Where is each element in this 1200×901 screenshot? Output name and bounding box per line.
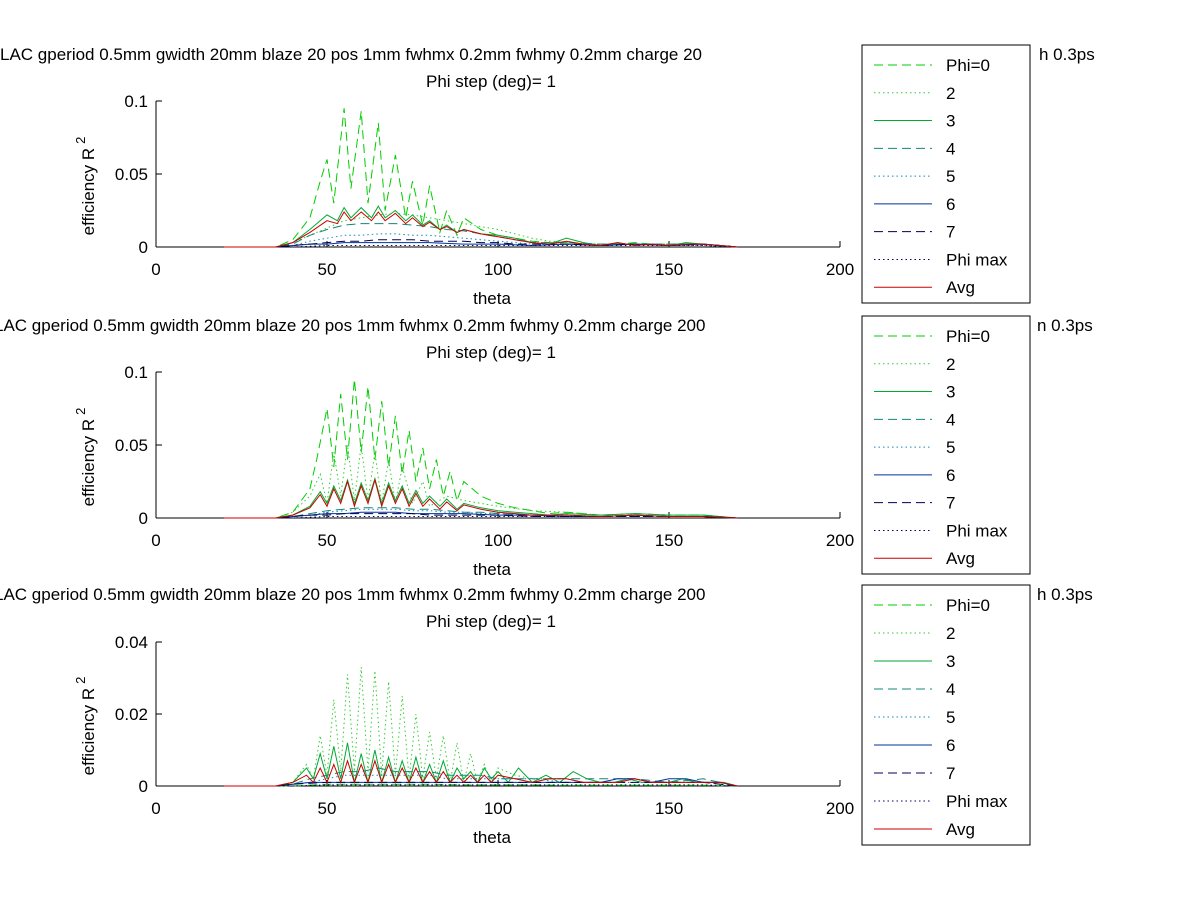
legend-entry-label: 2 [946,355,955,374]
chart-subtitle: Phi step (deg)= 1 [426,72,556,91]
legend-entry-label: 4 [946,680,955,699]
x-tick-label: 50 [318,260,337,279]
chart-title: LAC gperiod 0.5mm gwidth 20mm blaze 20 p… [0,45,702,64]
legend-entry-label: Phi max [946,521,1008,540]
y-axis-label: efficiency R2 [73,408,98,507]
legend-entry-label: Phi max [946,792,1008,811]
y-axis-label-superscript: 2 [73,408,88,415]
legend-entry-label: 3 [946,112,955,131]
legend-entry-label: Avg [946,820,975,839]
legend-entry-label: 3 [946,652,955,671]
y-tick-label: 0.05 [115,436,148,455]
x-tick-label: 50 [318,531,337,550]
legend-entry-label: 5 [946,708,955,727]
series-line-phi-max [224,784,738,787]
legend-entry-label: 7 [946,494,955,513]
x-tick-label: 200 [826,531,854,550]
x-tick-label: 200 [826,799,854,818]
chart-title: LAC gperiod 0.5mm gwidth 20mm blaze 20 p… [0,316,705,335]
y-axis-label: efficiency R2 [73,677,98,776]
y-axis-label-superscript: 2 [73,137,88,144]
y-axis-label-superscript: 2 [73,677,88,684]
y-tick-label: 0.1 [124,92,148,111]
x-axis-label: theta [473,828,511,847]
series-line-phi-max [224,516,738,519]
chart-title: LAC gperiod 0.5mm gwidth 20mm blaze 20 p… [0,585,705,604]
x-tick-label: 0 [151,260,160,279]
subplot-3: LAC gperiod 0.5mm gwidth 20mm blaze 20 p… [0,584,1093,847]
y-tick-label: 0 [139,238,148,257]
legend-entry-label: Phi=0 [946,327,990,346]
series-line-3 [224,205,738,248]
series-line-avg [224,759,738,787]
x-axis-label: theta [473,289,511,308]
legend-entry-label: 5 [946,438,955,457]
legend-entry-label: 2 [946,624,955,643]
x-tick-label: 150 [655,531,683,550]
x-tick-label: 100 [484,531,512,550]
legend-entry-label: Phi=0 [946,596,990,615]
x-axis-label: theta [473,560,511,579]
series-line-phi-max [224,245,738,248]
y-tick-label: 0 [139,509,148,528]
chart-title-tail: n 0.3ps [1037,316,1093,335]
y-tick-label: 0.1 [124,363,148,382]
x-tick-label: 100 [484,799,512,818]
series-line-4 [224,223,738,248]
legend-entry-label: 5 [946,167,955,186]
legend-entry-label: 6 [946,466,955,485]
y-tick-label: 0.04 [115,633,148,652]
x-tick-label: 0 [151,531,160,550]
legend-entry-label: 4 [946,139,955,158]
x-tick-label: 150 [655,260,683,279]
legend-entry-label: 7 [946,223,955,242]
legend-entry-label: 4 [946,410,955,429]
series-line-2 [224,444,738,519]
legend: Phi=0 2 3 4 5 6 7 Phi max Avg [861,315,1031,575]
y-tick-label: 0.02 [115,705,148,724]
legend-entry-label: 3 [946,383,955,402]
legend-entry-label: Phi max [946,250,1008,269]
legend-entry-label: 7 [946,764,955,783]
series-line-avg [224,211,738,248]
chart-title-tail: h 0.3ps [1037,585,1093,604]
x-tick-label: 200 [826,260,854,279]
legend-box [861,584,1031,846]
legend: Phi=0 2 3 4 5 6 7 Phi max Avg [861,44,1031,304]
y-tick-label: 0.05 [115,165,148,184]
chart-subtitle: Phi step (deg)= 1 [426,343,556,362]
subplot-1: LAC gperiod 0.5mm gwidth 20mm blaze 20 p… [0,44,1095,308]
legend-entry-label: 6 [946,736,955,755]
x-tick-label: 0 [151,799,160,818]
series-line-phi-0 [224,379,738,519]
chart-subtitle: Phi step (deg)= 1 [426,612,556,631]
legend-entry-label: Phi=0 [946,56,990,75]
x-tick-label: 100 [484,260,512,279]
x-tick-label: 150 [655,799,683,818]
series-line-7 [224,513,738,519]
series-line-avg [224,478,738,519]
x-tick-label: 50 [318,799,337,818]
y-axis-label: efficiency R2 [73,137,98,236]
series-line-2 [224,212,738,248]
chart-title-tail: h 0.3ps [1039,45,1095,64]
legend-entry-label: 6 [946,195,955,214]
series-line-2 [224,667,738,787]
legend-entry-label: 2 [946,84,955,103]
legend-entry-label: Avg [946,549,975,568]
y-tick-label: 0 [139,777,148,796]
legend-box [861,44,1031,304]
legend-box [861,315,1031,575]
legend: Phi=0 2 3 4 5 6 7 Phi max Avg [861,584,1031,846]
series-line-phi-0 [224,108,738,248]
subplot-2: LAC gperiod 0.5mm gwidth 20mm blaze 20 p… [0,315,1093,579]
legend-entry-label: Avg [946,278,975,297]
